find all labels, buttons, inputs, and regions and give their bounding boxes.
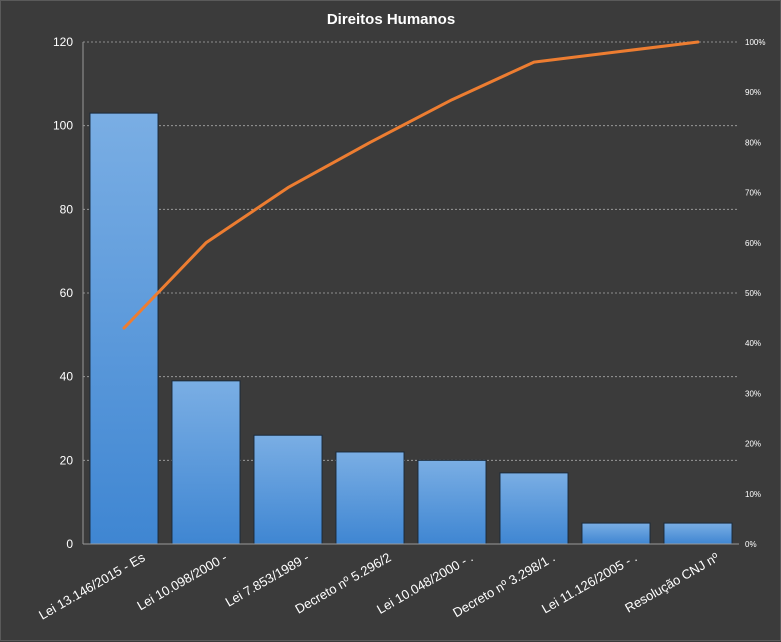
chart-title: Direitos Humanos: [327, 11, 455, 28]
bar: [499, 472, 569, 545]
left-y-tick-label: 20: [60, 453, 74, 467]
x-tick-label: Lei 10.098/2000 -: [134, 550, 229, 614]
bar: [171, 380, 241, 545]
left-y-tick-label: 40: [60, 370, 74, 384]
right-y-tick-label: 20%: [745, 440, 761, 449]
right-y-tick-label: 90%: [745, 88, 761, 97]
left-y-tick-label: 60: [60, 286, 74, 300]
left-y-axis: 0 20 40 60 80 100 120: [53, 35, 84, 551]
right-y-tick-label: 60%: [745, 239, 761, 248]
right-y-tick-label: 10%: [745, 490, 761, 499]
cumulative-line: [122, 40, 700, 330]
right-y-tick-label: 100%: [745, 38, 765, 47]
bar: [581, 522, 651, 545]
right-y-axis: 0% 10% 20% 30% 40% 50% 60% 70% 80% 90% 100%: [745, 38, 765, 549]
bar: [253, 434, 323, 545]
bar-series: [89, 112, 733, 545]
left-y-tick-label: 100: [53, 119, 73, 133]
right-y-tick-label: 40%: [745, 339, 761, 348]
gridlines: [83, 41, 739, 461]
bar: [335, 451, 405, 545]
x-tick-label: Lei 13.146/2015 - Es: [36, 549, 148, 622]
cumulative-line-series: [122, 40, 700, 330]
left-y-tick-label: 80: [60, 202, 74, 216]
right-y-tick-label: 0%: [745, 540, 757, 549]
left-y-tick-label: 0: [66, 537, 73, 551]
right-y-tick-label: 30%: [745, 389, 761, 398]
bar: [663, 522, 733, 545]
right-y-tick-label: 80%: [745, 138, 761, 147]
bar: [417, 459, 487, 545]
left-y-tick-label: 120: [53, 35, 73, 49]
right-y-tick-label: 50%: [745, 289, 761, 298]
right-y-tick-label: 70%: [745, 189, 761, 198]
